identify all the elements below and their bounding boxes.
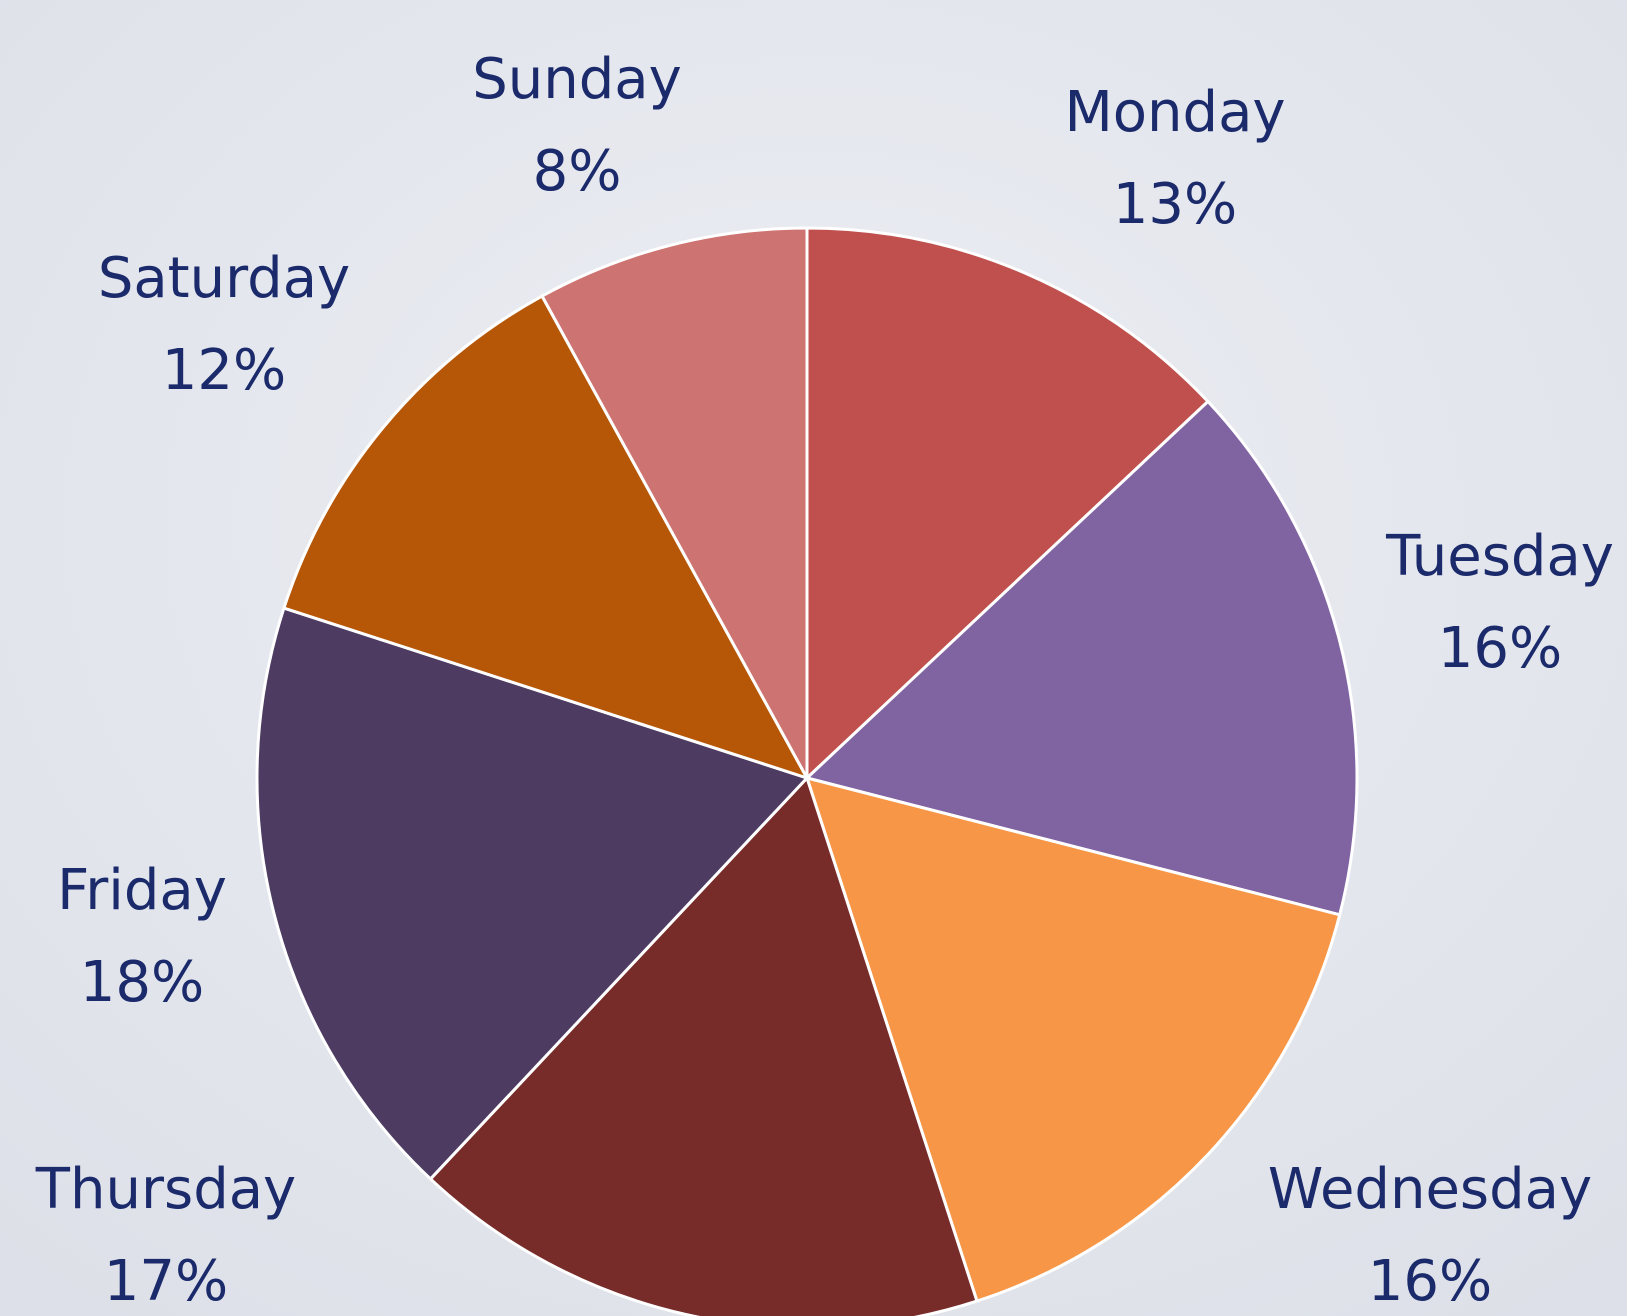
chart: Monday 13% Tuesday 16% Wednesday 16% Thursday 1… <box>0 0 1627 1316</box>
value-label: 12% <box>162 338 286 403</box>
slice-label: Friday <box>57 858 227 923</box>
value-label: 16% <box>1438 616 1562 681</box>
slice-label: Sunday <box>472 47 682 112</box>
value-label: 8% <box>533 139 622 204</box>
value-label: 18% <box>80 950 204 1015</box>
slice-label: Monday <box>1064 80 1285 145</box>
slice-label: Tuesday <box>1385 524 1614 589</box>
slice-label: Saturday <box>98 246 350 311</box>
value-label: 16% <box>1368 1249 1492 1314</box>
pie <box>257 228 1357 1316</box>
value-label: 17% <box>104 1249 228 1314</box>
value-label: 13% <box>1113 172 1237 237</box>
page: {"chart_data": {"type": "pie", "categori… <box>0 0 1627 1316</box>
slice-label: Wednesday <box>1268 1157 1592 1222</box>
slice-label: Thursday <box>35 1157 296 1222</box>
